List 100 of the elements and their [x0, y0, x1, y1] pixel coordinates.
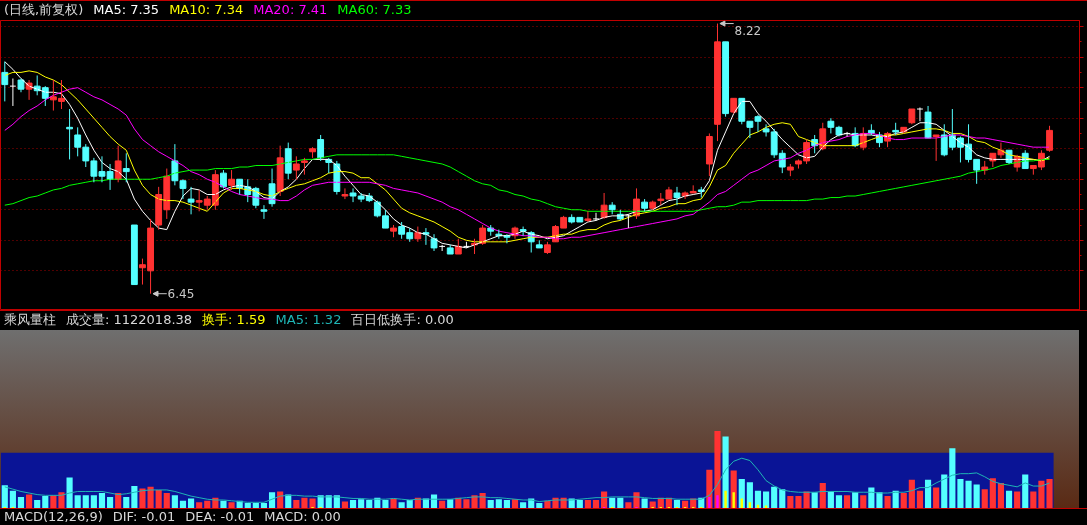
bar — [625, 502, 632, 508]
text: MA5: 7.35 — [93, 1, 160, 20]
candlestick — [916, 107, 924, 122]
candlestick — [592, 212, 600, 221]
chart-subtitle: 成交量: 1122018.38 — [66, 311, 193, 330]
bar — [204, 500, 211, 508]
bar — [997, 482, 1005, 508]
chart-title: 乘风量柱 — [4, 311, 56, 330]
bar — [941, 474, 948, 508]
bar — [843, 495, 851, 508]
bar — [738, 479, 745, 508]
bar — [341, 501, 349, 508]
bar — [754, 490, 762, 508]
text: MACD: 0.00 — [264, 508, 341, 525]
bar — [495, 499, 502, 508]
text: DEA: -0.01 — [185, 508, 255, 525]
bar — [123, 496, 130, 508]
bar — [366, 499, 373, 508]
bar — [924, 479, 932, 508]
candlestick — [66, 108, 73, 160]
bar — [811, 492, 818, 508]
candlestick — [786, 163, 794, 177]
bar — [9, 490, 16, 508]
candlestick — [641, 198, 649, 212]
bar — [98, 493, 106, 508]
bar — [17, 496, 25, 508]
text: MA20: 7.41 — [253, 1, 328, 20]
candlestick — [649, 200, 657, 211]
bar — [163, 493, 170, 508]
text: MA10: 7.34 — [169, 1, 244, 20]
text: 换手: 1.59 — [202, 311, 266, 330]
bar — [827, 491, 834, 508]
text: MA5: 1.32 — [275, 311, 342, 330]
bar — [771, 486, 778, 508]
bar — [382, 499, 389, 508]
candlestick — [9, 78, 17, 107]
bar — [439, 500, 446, 508]
bar — [835, 495, 843, 508]
bar — [1014, 491, 1021, 508]
bar — [503, 499, 510, 508]
bar — [916, 490, 924, 508]
bar — [949, 448, 956, 508]
bar — [171, 495, 178, 508]
bar — [293, 499, 300, 508]
bar — [406, 499, 413, 508]
bar — [1, 485, 8, 508]
candlestick — [341, 187, 349, 200]
bar — [641, 498, 648, 508]
bar — [179, 500, 187, 508]
bar — [779, 489, 786, 508]
bar — [74, 495, 81, 508]
bar — [981, 489, 988, 508]
bar — [682, 500, 689, 508]
bar — [187, 498, 195, 508]
bar — [708, 496, 711, 508]
candlestick — [301, 157, 308, 176]
candlestick — [130, 224, 138, 286]
bar — [819, 482, 826, 508]
bar — [260, 503, 268, 508]
bar — [107, 496, 114, 508]
bar — [349, 499, 357, 508]
bar — [131, 486, 138, 508]
bar — [746, 482, 753, 508]
bar — [763, 491, 770, 508]
text: MACD(12,26,9) — [4, 508, 103, 525]
bar — [50, 495, 57, 508]
candlestick — [543, 241, 551, 255]
bar — [860, 495, 867, 508]
text: 百日低换手: 0.00 — [351, 311, 454, 330]
bar — [724, 490, 727, 508]
bar — [66, 477, 73, 508]
bar — [34, 499, 41, 508]
bar — [228, 502, 235, 508]
text: DIF: -0.01 — [112, 508, 176, 525]
bar — [989, 478, 996, 508]
bar — [892, 490, 899, 508]
bar — [487, 499, 494, 508]
bar — [584, 499, 591, 508]
bar — [973, 484, 980, 508]
candlestick — [624, 213, 632, 229]
bar — [398, 502, 405, 508]
annotation: 6.45 — [167, 287, 195, 302]
candlestick — [892, 122, 900, 136]
candlestick — [446, 244, 454, 255]
bar — [155, 489, 162, 508]
text: MA60: 7.33 — [337, 1, 412, 20]
bar — [852, 492, 859, 508]
bar — [649, 501, 656, 508]
bar — [1022, 474, 1029, 508]
bar — [617, 497, 624, 508]
chart-title: (日线,前复权) — [4, 1, 84, 20]
bar — [520, 502, 527, 508]
bar — [908, 479, 915, 508]
bar — [592, 499, 600, 508]
bar — [82, 495, 89, 508]
bar — [609, 497, 616, 508]
candlestick — [187, 186, 195, 215]
bar — [220, 500, 227, 508]
bar — [268, 492, 276, 508]
bar — [764, 505, 768, 508]
